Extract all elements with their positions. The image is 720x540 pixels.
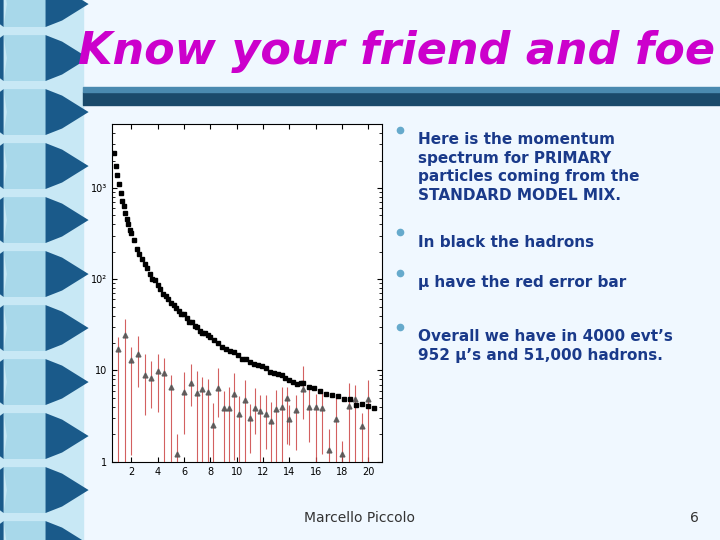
- Polygon shape: [0, 143, 4, 189]
- Polygon shape: [0, 0, 4, 27]
- Polygon shape: [4, 143, 89, 189]
- Polygon shape: [4, 0, 89, 27]
- Polygon shape: [45, 197, 89, 243]
- Polygon shape: [4, 467, 89, 513]
- Polygon shape: [45, 413, 89, 459]
- Polygon shape: [45, 359, 89, 405]
- Polygon shape: [0, 467, 4, 513]
- Polygon shape: [4, 521, 89, 540]
- Polygon shape: [4, 359, 89, 405]
- Polygon shape: [4, 35, 89, 81]
- Polygon shape: [83, 87, 720, 92]
- Polygon shape: [4, 89, 89, 135]
- Polygon shape: [45, 143, 89, 189]
- Polygon shape: [4, 197, 89, 243]
- Text: Marcello Piccolo: Marcello Piccolo: [305, 511, 415, 525]
- Text: In black the hadrons: In black the hadrons: [418, 235, 594, 250]
- Polygon shape: [45, 0, 89, 27]
- Text: Know your friend and foe: Know your friend and foe: [78, 30, 714, 73]
- Polygon shape: [0, 197, 4, 243]
- Text: 6: 6: [690, 511, 698, 525]
- Text: Overall we have in 4000 evt’s
952 μ’s and 51,000 hadrons.: Overall we have in 4000 evt’s 952 μ’s an…: [418, 329, 672, 363]
- Polygon shape: [0, 35, 4, 81]
- Polygon shape: [0, 89, 4, 135]
- Polygon shape: [45, 35, 89, 81]
- Polygon shape: [83, 92, 720, 105]
- Polygon shape: [4, 251, 89, 297]
- Polygon shape: [0, 413, 4, 459]
- Polygon shape: [45, 251, 89, 297]
- Polygon shape: [45, 521, 89, 540]
- Polygon shape: [0, 251, 4, 297]
- Polygon shape: [0, 305, 4, 351]
- Text: Here is the momentum
spectrum for PRIMARY
particles coming from the
STANDARD MOD: Here is the momentum spectrum for PRIMAR…: [418, 132, 639, 203]
- Text: μ have the red error bar: μ have the red error bar: [418, 275, 626, 291]
- Polygon shape: [4, 305, 89, 351]
- Polygon shape: [4, 413, 89, 459]
- Polygon shape: [45, 467, 89, 513]
- Polygon shape: [45, 89, 89, 135]
- Polygon shape: [0, 359, 4, 405]
- Polygon shape: [0, 521, 4, 540]
- Polygon shape: [45, 305, 89, 351]
- Polygon shape: [0, 0, 83, 540]
